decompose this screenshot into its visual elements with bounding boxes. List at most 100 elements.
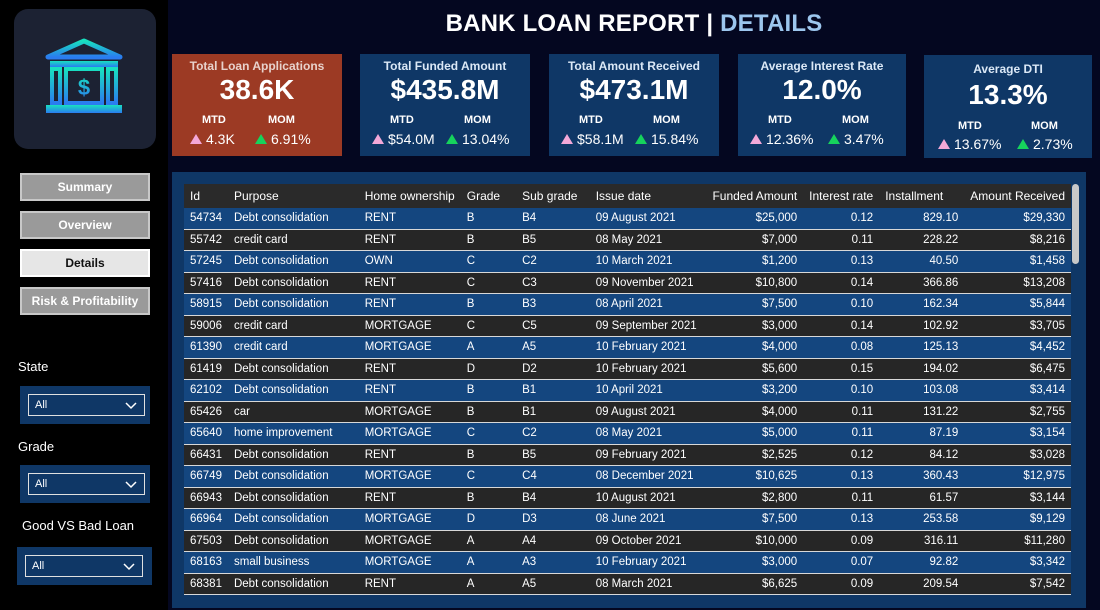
table-row[interactable]: 68163 small business MORTGAGE A A3 10 Februar…	[184, 551, 1071, 574]
table-cell: $1,458	[964, 250, 1071, 273]
table-cell: Debt consolidation	[227, 293, 359, 316]
table-cell: 0.10	[803, 379, 880, 402]
table-cell: 55742	[184, 229, 228, 251]
table-cell: 10 August 2021	[589, 487, 707, 509]
table-cell: $7,500	[706, 508, 804, 531]
good-bad-loan-filter-label: Good VS Bad Loan	[22, 518, 135, 533]
table-row[interactable]: 65426 car MORTGAGE B B1 09 August 2021 $4,000 0…	[184, 401, 1071, 423]
table-cell: A	[460, 551, 517, 574]
table-cell: 0.12	[803, 444, 880, 466]
table-cell: small business	[227, 551, 359, 574]
table-row[interactable]: 66431 Debt consolidation RENT B B5 09 Februar…	[184, 444, 1071, 466]
table-row[interactable]: 57416 Debt consolidation RENT C C3 09 Novembe…	[184, 272, 1071, 294]
column-header-amount-received[interactable]: Amount Received	[964, 184, 1071, 208]
table-row[interactable]: 58915 Debt consolidation RENT B B3 08 April 2…	[184, 293, 1071, 316]
table-row[interactable]: 66749 Debt consolidation MORTGAGE C C4 08 Dec…	[184, 465, 1071, 488]
table-cell: 194.02	[879, 358, 965, 380]
table-cell: $4,452	[964, 336, 1071, 359]
table-cell: $4,000	[706, 401, 804, 423]
kpi-value: $473.1M	[579, 74, 689, 105]
kpi-title: Average Interest Rate	[760, 59, 884, 73]
good-bad-loan-select[interactable]: All	[25, 555, 143, 577]
table-cell: Debt consolidation	[227, 444, 359, 466]
table-row[interactable]: 57245 Debt consolidation OWN C C2 10 March 20…	[184, 250, 1071, 273]
kpi-value: 12.0%	[782, 74, 862, 105]
table-cell: 62102	[184, 379, 228, 402]
table-cell: $4,000	[706, 336, 804, 359]
table-cell: 67503	[184, 530, 228, 552]
table-row[interactable]: 66964 Debt consolidation MORTGAGE D D3 08 Jun…	[184, 508, 1071, 531]
column-header-purpose[interactable]: Purpose	[227, 184, 359, 208]
table-row[interactable]: 62102 Debt consolidation RENT B B1 10 April 2…	[184, 379, 1071, 402]
table-row[interactable]: 68381 Debt consolidation RENT A A5 08 March 2…	[184, 573, 1071, 595]
column-header-grade[interactable]: Grade	[460, 184, 517, 208]
table-cell: D2	[516, 358, 590, 380]
nav-details-button[interactable]: Details	[20, 249, 150, 277]
kpi-title: Total Loan Applications	[189, 59, 325, 73]
table-cell: $6,625	[706, 573, 804, 595]
table-header-row: Id Purpose Home ownership Grade Sub grad…	[184, 184, 1071, 208]
table-row[interactable]: 55742 credit card RENT B B5 08 May 2021 $7,000…	[184, 229, 1071, 251]
column-header-installment[interactable]: Installment	[879, 184, 965, 208]
nav-overview-button[interactable]: Overview	[20, 211, 150, 239]
good-bad-loan-filter: All	[17, 547, 152, 585]
table-cell: B	[460, 379, 517, 402]
kpi-mom: 6.91%	[255, 131, 311, 147]
table-cell: Debt consolidation	[227, 530, 359, 552]
table-cell: C	[460, 272, 517, 294]
kpi-title: Total Amount Received	[567, 59, 701, 73]
kpi-total-funded-amount: Total Funded Amount $435.8M MTD MOM $54.…	[360, 54, 530, 156]
table-row[interactable]: 61390 credit card MORTGAGE A A5 10 February 2…	[184, 336, 1071, 359]
table-cell: MORTGAGE	[358, 465, 461, 488]
table-cell: Debt consolidation	[227, 208, 359, 230]
page-title-main: BANK LOAN REPORT	[445, 10, 700, 37]
kpi-mtd: $54.0M	[372, 131, 435, 147]
nav-risk-profitability-button[interactable]: Risk & Profitability	[20, 287, 150, 315]
table-row[interactable]: 67503 Debt consolidation MORTGAGE A A4 09 Oct…	[184, 530, 1071, 552]
table-cell: Debt consolidation	[227, 250, 359, 273]
table-cell: home improvement	[227, 422, 359, 445]
details-table-scroll[interactable]: Id Purpose Home ownership Grade Sub grad…	[184, 184, 1073, 608]
table-row[interactable]: 65640 home improvement MORTGAGE C C2 08 May 2…	[184, 422, 1071, 445]
nav-summary-button[interactable]: Summary	[20, 173, 150, 201]
table-cell: 366.86	[879, 272, 965, 294]
triangle-up-icon	[372, 134, 384, 144]
table-cell: RENT	[358, 358, 461, 380]
table-row[interactable]: 66943 Debt consolidation RENT B B4 10 August …	[184, 487, 1071, 509]
table-cell: 84.12	[879, 444, 965, 466]
kpi-mom: 2.73%	[1017, 136, 1073, 152]
logo: $	[14, 9, 156, 149]
table-cell: 08 June 2021	[589, 508, 707, 531]
kpi-mom-value: 13.04%	[462, 131, 510, 147]
triangle-up-icon	[446, 134, 458, 144]
table-row[interactable]: 54734 Debt consolidation RENT B B4 09 August …	[184, 208, 1071, 230]
column-header-sub-grade[interactable]: Sub grade	[516, 184, 590, 208]
table-cell: A	[460, 573, 517, 595]
column-header-funded-amount[interactable]: Funded Amount	[706, 184, 804, 208]
column-header-interest-rate[interactable]: Interest rate	[803, 184, 880, 208]
table-scrollbar[interactable]	[1072, 184, 1079, 264]
column-header-home-ownership[interactable]: Home ownership	[358, 184, 461, 208]
grade-filter-label: Grade	[18, 439, 55, 454]
table-cell: $2,755	[964, 401, 1071, 423]
table-cell: 0.10	[803, 293, 880, 316]
table-cell: RENT	[358, 487, 461, 509]
triangle-up-icon	[255, 134, 267, 144]
page-title-separator: |	[706, 10, 714, 37]
grade-select[interactable]: All	[28, 473, 145, 495]
state-select[interactable]: All	[28, 394, 145, 416]
column-header-issue-date[interactable]: Issue date	[589, 184, 707, 208]
table-cell: $3,028	[964, 444, 1071, 466]
column-header-id[interactable]: Id	[184, 184, 228, 208]
table-cell: $12,975	[964, 465, 1071, 488]
table-row[interactable]: 59006 credit card MORTGAGE C C5 09 September …	[184, 315, 1071, 337]
table-cell: 0.09	[803, 573, 880, 595]
kpi-mom-label: MOM	[842, 114, 869, 126]
table-cell: 10 February 2021	[589, 358, 707, 380]
table-cell: MORTGAGE	[358, 336, 461, 359]
table-cell: RENT	[358, 444, 461, 466]
table-row[interactable]: 61419 Debt consolidation RENT D D2 10 Februar…	[184, 358, 1071, 380]
kpi-title: Average DTI	[973, 62, 1043, 76]
table-cell: 09 November 2021	[589, 272, 707, 294]
table-cell: D3	[516, 508, 590, 531]
